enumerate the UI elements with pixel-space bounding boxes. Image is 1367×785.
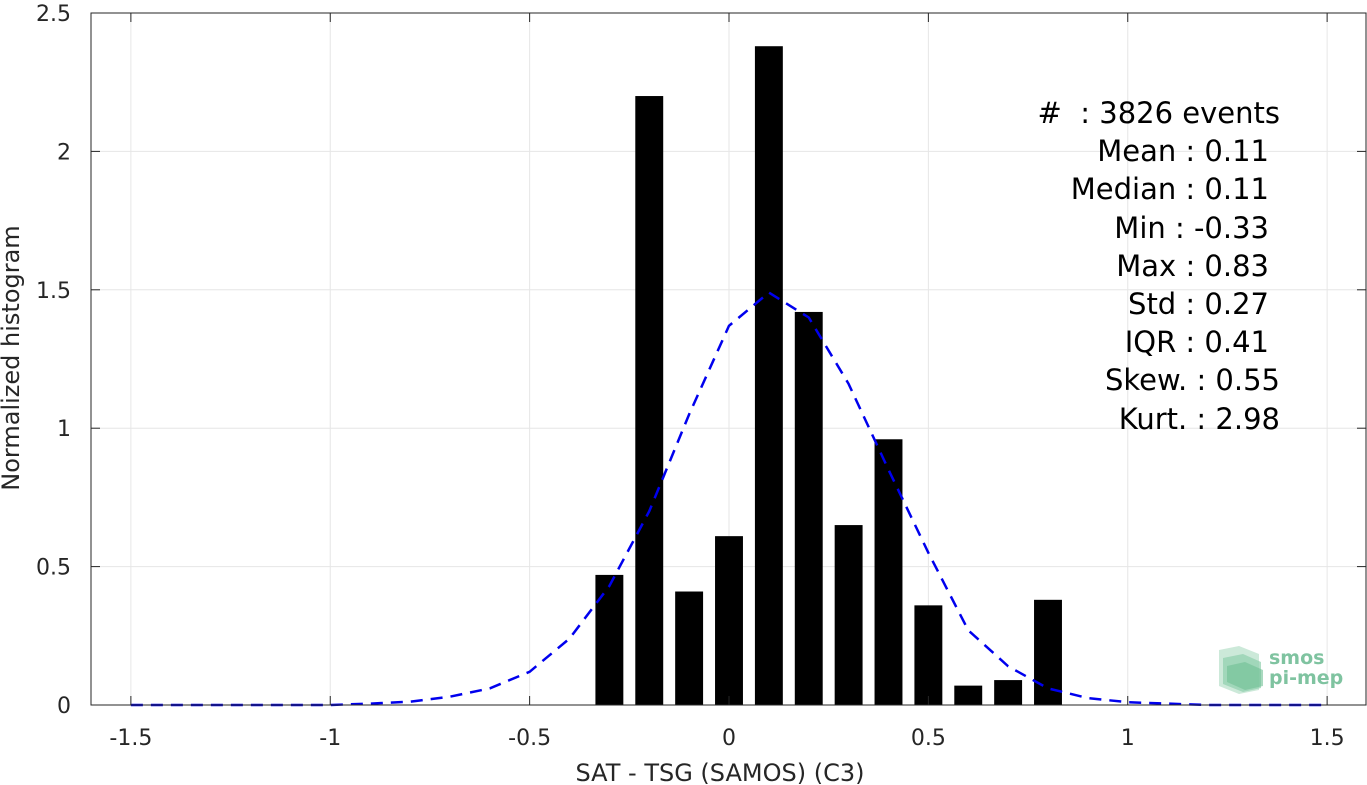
- stats-line: Median : 0.11: [1070, 172, 1269, 207]
- y-tick-label: 0.5: [36, 556, 71, 581]
- stats-line: # : 3826 events: [1037, 96, 1280, 130]
- x-tick-label: -1.5: [109, 726, 152, 751]
- logo-text-line2: pi-mep: [1269, 667, 1344, 689]
- histogram-bar: [635, 96, 664, 706]
- y-tick-label: 2.5: [36, 2, 71, 27]
- x-tick-label: 0: [722, 726, 736, 751]
- y-axis-ticks: 0 0.5 1 1.5 2 2.5: [36, 2, 1366, 719]
- histogram-bar: [914, 605, 943, 705]
- histogram-bar: [595, 574, 624, 705]
- stats-line: Max : 0.83: [1116, 248, 1269, 283]
- histogram-bar: [1034, 599, 1062, 705]
- y-tick-label: 0: [57, 694, 71, 719]
- stats-line: Min : -0.33: [1114, 210, 1269, 245]
- histogram-bar: [754, 46, 783, 705]
- stats-line: IQR : 0.41: [1124, 325, 1269, 360]
- x-tick-label: -1: [319, 726, 341, 751]
- x-axis-ticks: -1.5 -1 -0.5 0 0.5 1 1.5: [109, 13, 1345, 751]
- y-axis-label: Normalized histogram: [0, 225, 25, 490]
- y-tick-label: 1: [57, 417, 71, 442]
- histogram-bar: [994, 680, 1023, 705]
- x-tick-label: 0.5: [911, 726, 946, 751]
- stats-line: Skew. : 0.55: [1104, 363, 1280, 398]
- histogram-bar: [874, 439, 903, 705]
- histogram-bar: [954, 685, 983, 705]
- stats-line: Mean : 0.11: [1097, 134, 1269, 169]
- x-tick-label: 1: [1121, 726, 1135, 751]
- histogram-bar: [794, 311, 823, 705]
- histogram-bars: [595, 46, 1062, 706]
- stats-line: Std : 0.27: [1128, 287, 1269, 322]
- fit-curve-line: [130, 291, 1328, 707]
- x-tick-label: 1.5: [1310, 726, 1345, 751]
- y-tick-label: 1.5: [36, 279, 71, 304]
- x-tick-label: -0.5: [508, 726, 551, 751]
- logo-text-line1: smos: [1269, 647, 1325, 669]
- histogram-bar: [675, 591, 704, 705]
- normal-fit-curve: [130, 291, 1328, 707]
- x-axis-label: SAT - TSG (SAMOS) (C3): [576, 759, 865, 785]
- stats-annotation: # : 3826 events Mean : 0.11 Median : 0.11 M…: [960, 94, 1280, 438]
- histogram-bar: [715, 536, 743, 705]
- logo-icon: [1219, 646, 1263, 694]
- smos-pi-mep-logo: smos pi-mep: [1213, 644, 1353, 696]
- histogram-bar: [834, 525, 863, 705]
- y-tick-label: 2: [57, 140, 71, 165]
- stats-line: Kurt. : 2.98: [1118, 401, 1280, 436]
